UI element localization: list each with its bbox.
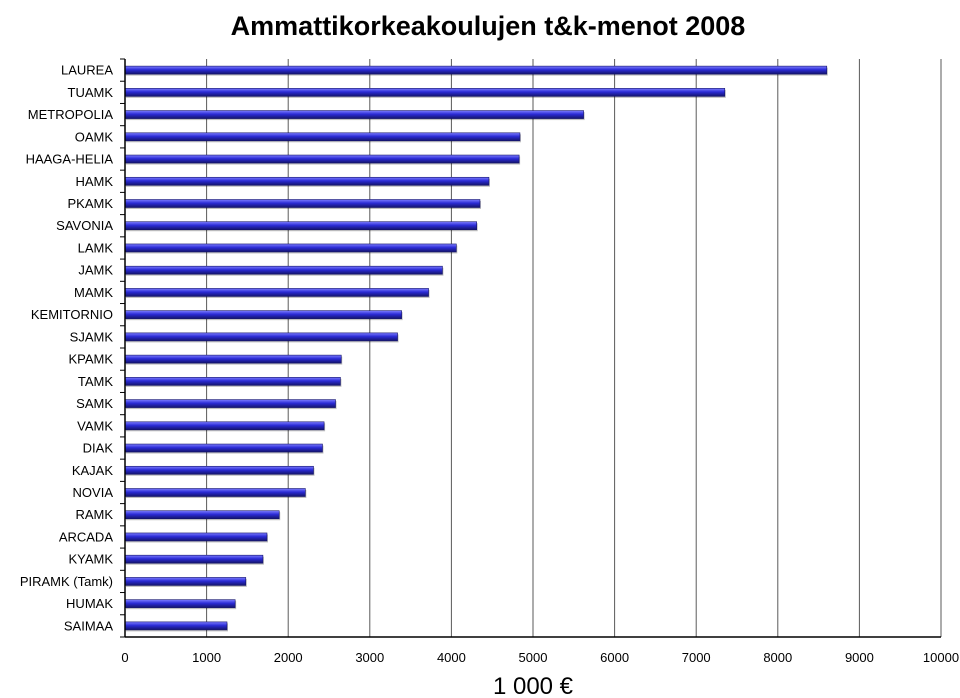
x-tick-label: 6000: [600, 650, 629, 665]
category-label: SAVONIA: [56, 218, 113, 233]
bar: [124, 354, 342, 364]
bar: [124, 288, 429, 297]
bar: [124, 443, 323, 453]
bar: [124, 488, 306, 497]
category-label: HAMK: [75, 174, 113, 189]
bar: [124, 199, 481, 208]
x-axis-title: 1 000 €: [493, 673, 574, 698]
category-label: NOVIA: [73, 485, 114, 500]
category-label: DIAK: [83, 441, 114, 456]
x-tick-label: 2000: [274, 650, 303, 665]
category-label: VAMK: [77, 418, 113, 433]
category-label: RAMK: [75, 507, 113, 522]
bar: [124, 265, 443, 275]
gridlines: [206, 59, 942, 637]
x-tick-label: 7000: [682, 650, 711, 665]
category-label: ARCADA: [59, 529, 114, 544]
bar: [124, 132, 521, 142]
category-label: JAMK: [78, 263, 113, 278]
category-label: PKAMK: [67, 196, 113, 211]
bar: [124, 532, 268, 542]
category-label: HAAGA-HELIA: [26, 152, 114, 167]
bar: [124, 243, 457, 253]
x-tick-label: 3000: [355, 650, 384, 665]
category-label: OAMK: [75, 129, 114, 144]
x-tick-label: 9000: [845, 650, 874, 665]
x-tick-label: 4000: [437, 650, 466, 665]
bars: [124, 65, 828, 632]
category-label: TAMK: [78, 374, 113, 389]
category-label: LAUREA: [61, 63, 113, 78]
bar: [124, 65, 828, 75]
bar: [124, 154, 520, 164]
category-label: SJAMK: [70, 329, 114, 344]
category-label: KEMITORNIO: [31, 307, 113, 322]
x-tick-label: 0: [121, 650, 128, 665]
category-label: KAJAK: [72, 463, 114, 478]
bar: [124, 332, 398, 342]
axes: [120, 58, 941, 638]
category-label: SAMK: [76, 396, 113, 411]
x-tick-label: 5000: [519, 650, 548, 665]
category-label: PIRAMK (Tamk): [20, 574, 113, 589]
x-tick-label: 1000: [192, 650, 221, 665]
category-label: HUMAK: [66, 596, 113, 611]
x-tick-label: 10000: [923, 650, 959, 665]
bar: [124, 621, 228, 631]
bar: [124, 176, 490, 186]
category-label: MAMK: [74, 285, 113, 300]
category-labels: LAUREA TUAMK METROPOLIA OAMK HAAGA-HELIA HAMK…: [20, 63, 114, 634]
bar: [124, 310, 402, 319]
category-label: LAMK: [78, 240, 114, 255]
x-tick-label: 8000: [763, 650, 792, 665]
chart-title: Ammattikorkeakoulujen t&k-menot 2008: [231, 11, 746, 41]
bar: [124, 421, 325, 431]
bar: [124, 221, 477, 231]
bar: [124, 554, 264, 564]
bar: [124, 377, 341, 386]
bar: [124, 110, 584, 119]
bar: [124, 399, 336, 408]
bar: [124, 577, 247, 586]
bar: [124, 465, 314, 475]
x-tick-labels: 0 1000 2000 3000 4000 5000 6000 7000 8000 9000 100…: [121, 650, 959, 665]
category-label: METROPOLIA: [28, 107, 114, 122]
category-label: SAIMAA: [64, 618, 113, 633]
bar: [124, 88, 726, 97]
category-label: TUAMK: [68, 85, 114, 100]
bar: [124, 599, 236, 608]
category-label: KPAMK: [68, 352, 113, 367]
category-label: KYAMK: [68, 552, 113, 567]
bar: [124, 510, 280, 520]
